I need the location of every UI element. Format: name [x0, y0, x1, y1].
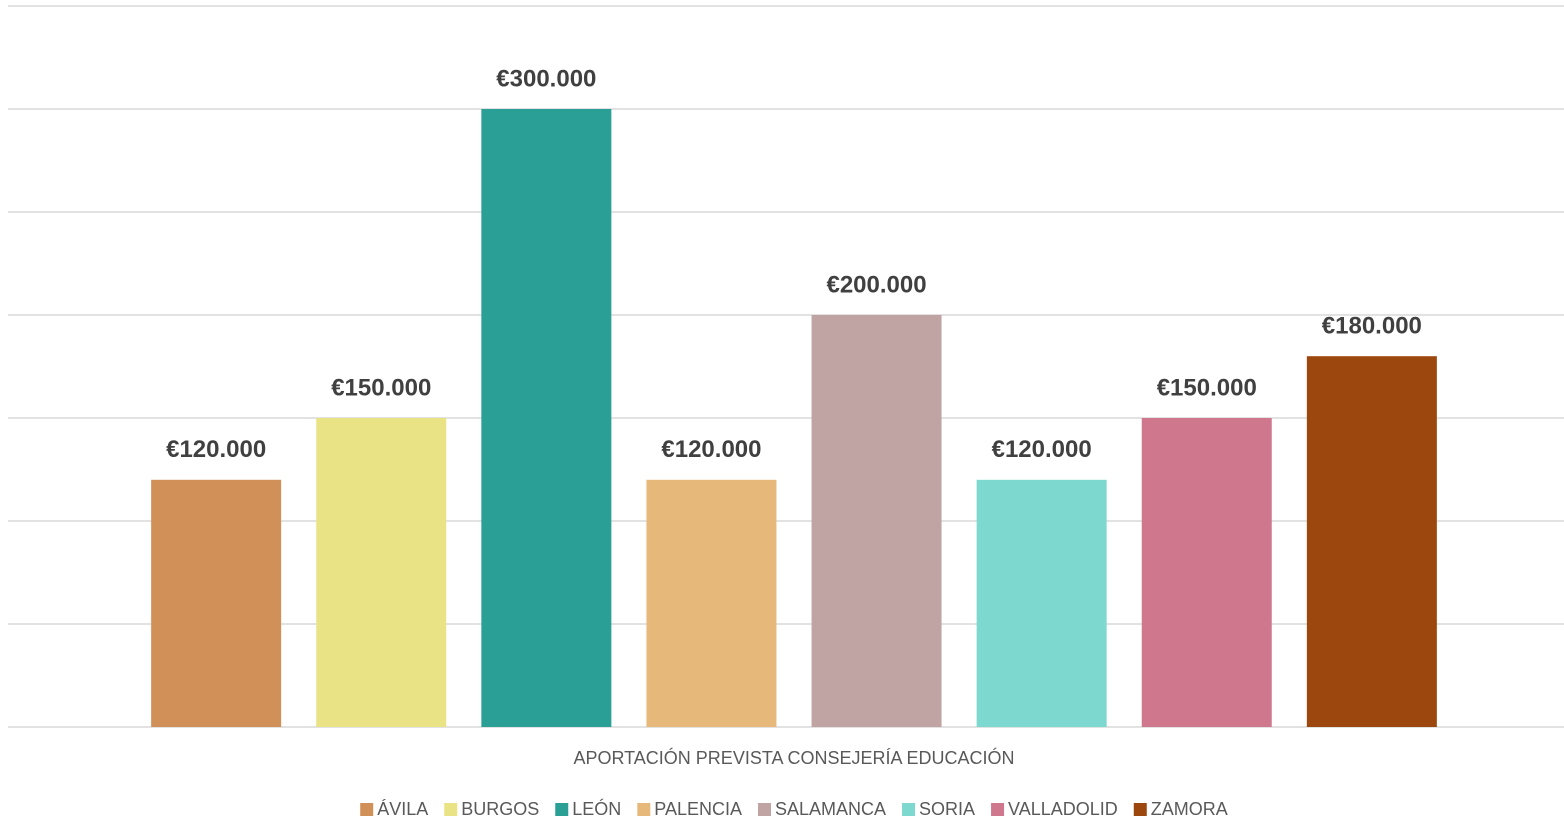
legend-swatch	[902, 803, 916, 816]
data-label: €200.000	[826, 271, 926, 298]
legend-label: SORIA	[919, 799, 975, 819]
legend-label: VALLADOLID	[1008, 799, 1118, 819]
data-label: €180.000	[1322, 313, 1422, 340]
legend-label: LEÓN	[572, 798, 621, 819]
bar	[316, 418, 447, 727]
bar	[976, 479, 1107, 727]
legend-swatch	[637, 803, 651, 816]
legend-label: SALAMANCA	[775, 799, 886, 819]
bar	[481, 109, 612, 727]
data-label: €150.000	[331, 374, 431, 401]
legend-label: PALENCIA	[654, 799, 742, 819]
data-label: €150.000	[1157, 374, 1257, 401]
bar	[151, 479, 282, 727]
legend-label: BURGOS	[461, 799, 539, 819]
bar	[1141, 418, 1272, 727]
legend-label: ZAMORA	[1151, 799, 1228, 819]
legend-label: ÁVILA	[377, 799, 428, 819]
legend-swatch	[1133, 803, 1147, 816]
bar	[646, 479, 777, 727]
legend-swatch	[360, 803, 374, 816]
data-label: €120.000	[992, 436, 1092, 463]
x-tick-label: APORTACIÓN PREVISTA CONSEJERÍA EDUCACIÓN	[573, 747, 1014, 768]
data-label: €120.000	[661, 436, 761, 463]
legend-swatch	[757, 803, 771, 816]
legend-swatch	[991, 803, 1005, 816]
legend-swatch	[444, 803, 458, 816]
data-label: €120.000	[166, 436, 266, 463]
legend-swatch	[555, 803, 569, 816]
bar	[811, 315, 942, 727]
data-label: €300.000	[496, 65, 596, 92]
bar	[1306, 356, 1437, 727]
